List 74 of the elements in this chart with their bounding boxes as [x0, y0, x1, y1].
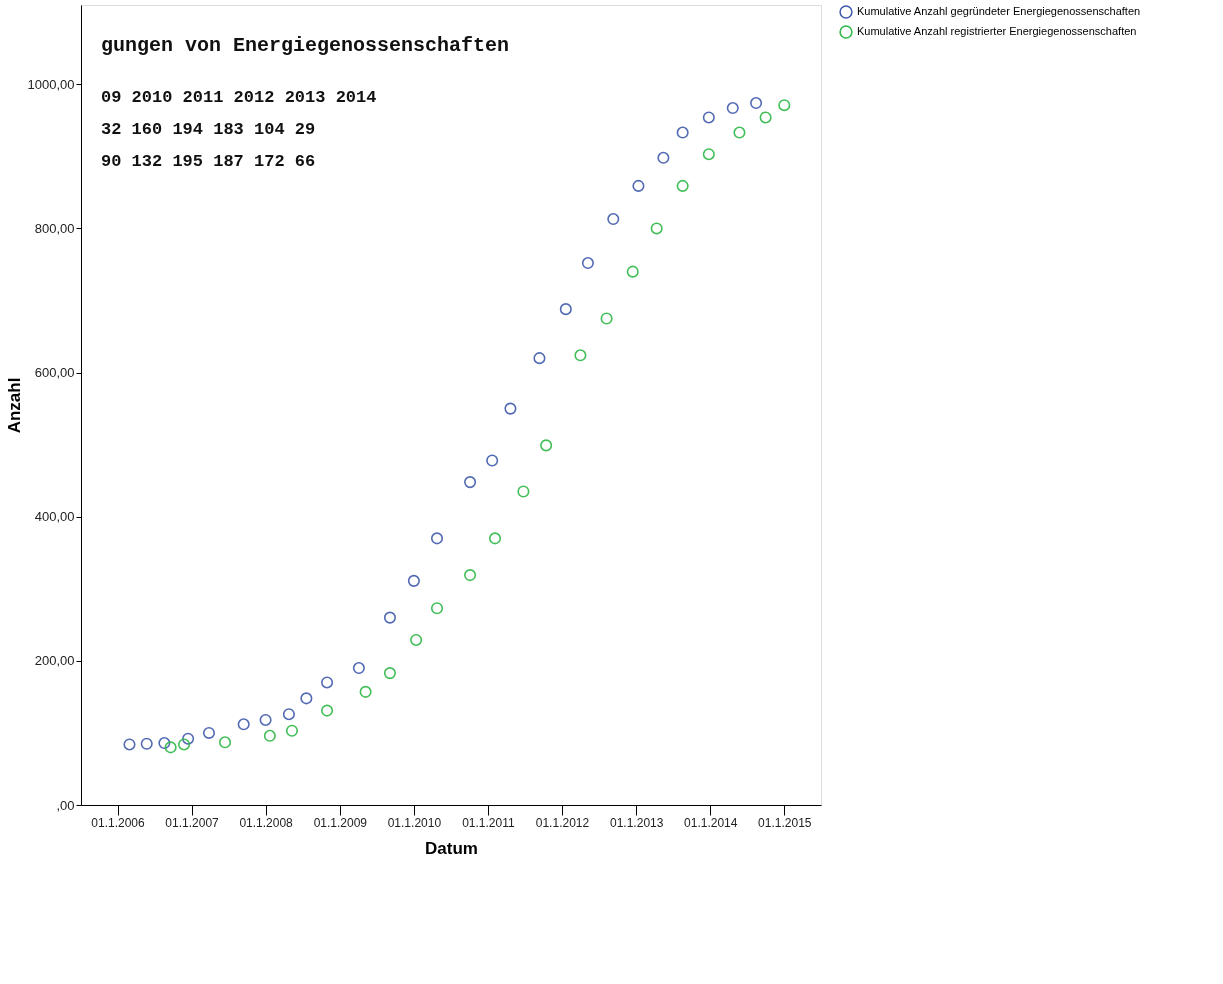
- point: [559, 303, 572, 316]
- point: [650, 222, 663, 235]
- point: [464, 569, 477, 582]
- point: [123, 738, 136, 751]
- y-tick-label: 800,00: [34, 220, 75, 236]
- x-tick-label: 01.1.2007: [165, 815, 220, 830]
- y-tick-label: ,00: [56, 797, 75, 813]
- point: [676, 126, 689, 139]
- x-tick-label: 01.1.2009: [313, 815, 368, 830]
- point: [259, 713, 272, 726]
- point: [726, 102, 739, 115]
- point: [517, 485, 530, 498]
- point: [632, 179, 645, 192]
- point: [182, 732, 195, 745]
- point: [504, 402, 517, 415]
- y-axis-title: Anzahl: [4, 377, 24, 434]
- point: [383, 611, 396, 624]
- point: [759, 111, 772, 124]
- y-tick-label: 400,00: [34, 509, 75, 525]
- point: [321, 704, 334, 717]
- y-tick-label: 1000,00: [27, 76, 75, 92]
- x-axis-title: Datum: [425, 838, 478, 858]
- point: [626, 265, 639, 278]
- point: [407, 574, 420, 587]
- point: [158, 736, 171, 750]
- x-tick-label: 01.1.2008: [239, 815, 294, 830]
- point: [733, 126, 746, 139]
- point: [574, 349, 587, 362]
- point: [352, 662, 365, 675]
- point: [488, 532, 502, 545]
- x-tick-label: 01.1.2014: [684, 815, 738, 830]
- point: [778, 99, 791, 112]
- point: [540, 439, 553, 452]
- point: [464, 476, 477, 489]
- point: [676, 179, 689, 192]
- point: [178, 738, 191, 751]
- point: [263, 729, 276, 742]
- y-tick-label: 200,00: [34, 653, 75, 669]
- annotation: 90 132 195 187 172 66: [101, 152, 316, 171]
- point: [300, 692, 313, 705]
- x-tick-label: 01.1.2011: [462, 815, 515, 830]
- annotation: 09 2010 2011 2012 2013 2014: [101, 88, 377, 107]
- legend-label: Kumulative Anzahl registrierter Energiegenossenschaften: [857, 25, 1137, 37]
- point: [702, 148, 715, 161]
- point: [218, 736, 232, 749]
- annotation: 32 160 194 183 104 29: [101, 120, 316, 139]
- point: [321, 676, 334, 689]
- legend-label: Kumulative Anzahl gegründeter Energiegenossenschaften: [857, 5, 1141, 17]
- point: [430, 532, 444, 545]
- point: [600, 312, 613, 325]
- point: [657, 151, 670, 164]
- point: [359, 685, 372, 698]
- annotation: gungen von Energiegenossenschaften: [101, 34, 510, 57]
- point: [383, 667, 396, 680]
- point: [282, 708, 295, 721]
- point: [410, 633, 423, 646]
- point: [607, 213, 620, 226]
- x-tick-label: 01.1.2015: [758, 815, 812, 830]
- point: [486, 454, 499, 467]
- point: [140, 737, 153, 750]
- point: [702, 111, 715, 124]
- point: [581, 256, 594, 270]
- point: [237, 718, 250, 731]
- point: [533, 352, 546, 365]
- point: [285, 724, 299, 737]
- y-tick-label: 600,00: [34, 365, 75, 381]
- x-tick-label: 01.1.2006: [91, 815, 146, 830]
- x-tick-label: 01.1.2012: [535, 815, 590, 830]
- x-tick-label: 01.1.2010: [387, 815, 442, 830]
- point: [202, 726, 216, 739]
- point: [164, 741, 177, 754]
- x-tick-label: 01.1.2013: [610, 815, 664, 830]
- point: [430, 602, 444, 615]
- point: [750, 96, 763, 110]
